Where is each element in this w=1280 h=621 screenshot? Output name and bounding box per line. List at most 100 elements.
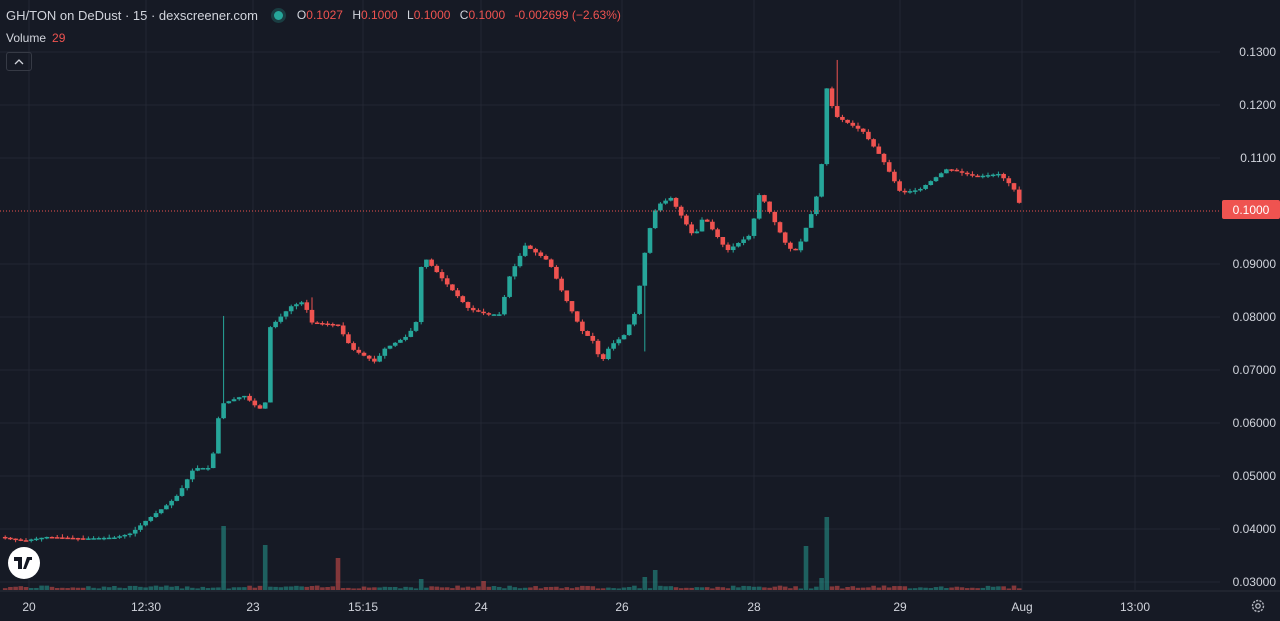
- volume-bar: [762, 587, 767, 590]
- candle-body: [538, 252, 544, 256]
- candle-body: [247, 395, 252, 401]
- candle-body: [938, 173, 944, 178]
- volume-bar: [361, 586, 367, 590]
- tradingview-logo[interactable]: [8, 547, 40, 579]
- candle-body: [710, 221, 715, 230]
- candle-body: [13, 538, 18, 541]
- volume-bar: [933, 587, 939, 590]
- candle-body: [574, 311, 580, 322]
- volume-bar: [840, 588, 845, 590]
- candle-body: [881, 153, 887, 163]
- volume-bar: [444, 587, 450, 590]
- candle-body: [699, 219, 705, 232]
- volume-bar: [122, 588, 128, 590]
- candle-body: [148, 517, 154, 521]
- volume-bar: [975, 588, 980, 590]
- candle-body: [481, 311, 486, 314]
- candle-body: [39, 537, 44, 540]
- volume-bar: [340, 588, 346, 590]
- volume-bar: [756, 586, 762, 590]
- volume-bar: [1011, 585, 1017, 590]
- market-status-icon: [273, 10, 283, 20]
- volume-bar: [460, 587, 466, 590]
- volume-bar: [574, 587, 580, 590]
- volume-bar: [288, 586, 294, 590]
- candle-body: [262, 402, 268, 409]
- candle-body: [990, 174, 996, 177]
- candle-body: [49, 536, 55, 539]
- candle-body: [398, 339, 403, 343]
- candle-body: [600, 354, 606, 360]
- volume-bar: [75, 587, 81, 590]
- volume-bar: [13, 586, 18, 590]
- volume-bar: [704, 587, 710, 590]
- candle-body: [668, 197, 674, 201]
- volume-bar: [382, 586, 388, 590]
- volume-bar: [793, 586, 798, 590]
- volume-bar: [881, 585, 887, 590]
- volume-bar: [548, 586, 554, 590]
- candle-body: [632, 313, 637, 325]
- volume-bar: [600, 588, 606, 590]
- candle-body: [996, 173, 1001, 176]
- candle-body: [860, 128, 866, 132]
- candle-body: [86, 538, 91, 540]
- candle-body: [205, 468, 211, 470]
- volume-bar: [299, 586, 304, 590]
- candle-body: [80, 538, 86, 540]
- candle-body: [944, 169, 949, 174]
- candle-body: [912, 190, 918, 192]
- volume-bar: [413, 588, 419, 590]
- volume-bar: [465, 586, 471, 590]
- candle-body: [949, 169, 954, 171]
- candle-body: [897, 181, 902, 191]
- symbol-title[interactable]: GH/TON on DeDust · 15 · dexscreener.com: [6, 7, 258, 23]
- candle-body: [283, 311, 289, 317]
- settings-gear-icon[interactable]: [1250, 598, 1266, 614]
- candle-body: [892, 171, 897, 182]
- candle-body: [845, 119, 850, 123]
- time-tick-label: 13:00: [1120, 600, 1150, 614]
- volume-bar: [226, 588, 232, 590]
- price-axis[interactable]: 0.1300 0.1200 0.1100 0.09000 0.08000 0.07000 0…: [1233, 45, 1277, 589]
- candle-body: [361, 352, 367, 356]
- candle-body: [834, 106, 840, 117]
- time-axis[interactable]: 20 12:30 23 15:15 24 26 28 29 Aug 13:00: [22, 600, 1150, 614]
- volume-bar: [777, 585, 783, 590]
- volume-bar: [782, 586, 788, 590]
- volume-bar: [871, 585, 876, 590]
- candle-body: [918, 188, 923, 191]
- time-tick-label: 28: [747, 600, 761, 614]
- candle-body: [153, 513, 159, 518]
- candles: [2, 59, 1022, 543]
- volume-bar: [860, 587, 866, 590]
- volume-bar: [190, 587, 195, 590]
- candle-body: [91, 538, 96, 540]
- candle-body: [164, 505, 169, 510]
- volume-bar: [517, 588, 523, 590]
- volume-bar: [964, 588, 970, 590]
- volume-bar: [808, 588, 814, 590]
- volume-bar: [60, 587, 65, 590]
- candle-body: [694, 231, 700, 234]
- volume-bar: [606, 587, 611, 590]
- candle-body: [106, 537, 112, 540]
- volume-bar: [684, 587, 689, 590]
- close-label: C: [459, 8, 469, 22]
- volume-bar: [767, 587, 772, 590]
- volume-bar: [907, 588, 913, 590]
- candle-body: [496, 314, 502, 316]
- candle-body: [8, 537, 13, 540]
- candle-body: [236, 397, 242, 400]
- candle-body: [2, 536, 8, 539]
- volume-bar: [132, 585, 138, 590]
- volume-bar: [200, 586, 206, 590]
- volume-bar: [335, 558, 341, 590]
- collapse-legend-button[interactable]: [6, 52, 32, 71]
- candle-body: [491, 314, 497, 316]
- candle-body: [335, 324, 341, 326]
- volume-bar: [970, 587, 975, 590]
- volume-bar: [252, 587, 258, 590]
- volume-bar: [320, 587, 325, 590]
